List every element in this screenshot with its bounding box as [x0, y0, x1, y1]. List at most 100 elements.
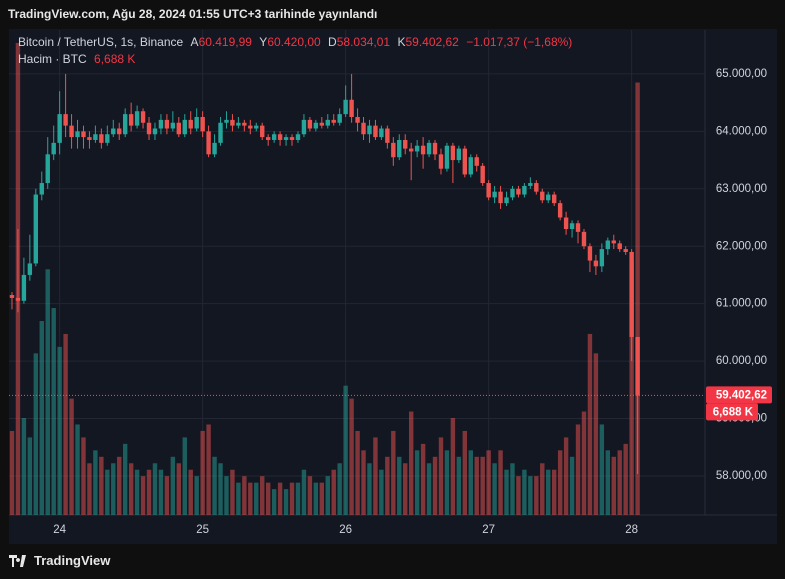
close-label: K — [397, 35, 406, 49]
candle-body — [414, 145, 420, 152]
candle-body — [379, 128, 384, 138]
volume-bar — [283, 489, 289, 515]
volume-bar — [397, 456, 402, 515]
volume-bar — [158, 469, 164, 515]
volume-bar — [319, 482, 325, 515]
volume-bar — [420, 443, 426, 515]
candle-body — [498, 191, 503, 204]
candle-body — [593, 260, 599, 267]
candle-body — [403, 139, 408, 149]
volume-bar — [57, 346, 62, 515]
candle-body — [111, 128, 116, 135]
candle-body — [164, 119, 170, 129]
candle-body — [355, 117, 360, 123]
y-tick-label: 58.000,00 — [716, 470, 767, 482]
candle-body — [105, 134, 110, 143]
volume-bar — [206, 424, 211, 515]
volume-bar — [516, 476, 521, 515]
candle-body — [212, 142, 217, 155]
volume-bar — [510, 463, 515, 515]
candle-body — [587, 246, 593, 261]
volume-bar — [337, 463, 342, 515]
volume-bar — [361, 450, 366, 515]
published-note: TradingView.com, Ağu 28, 2024 01:55 UTC+… — [8, 7, 378, 21]
volume-bar — [307, 476, 313, 515]
volume-bar — [569, 456, 575, 515]
volume-bar — [254, 482, 259, 515]
x-tick-label: 25 — [196, 524, 209, 536]
candle-body — [635, 336, 640, 396]
candle-body — [9, 295, 15, 298]
volume-bar — [635, 82, 640, 515]
volume-bar — [343, 385, 348, 515]
volume-bar — [105, 469, 110, 515]
candle-body — [522, 185, 527, 195]
volume-bar — [87, 463, 92, 515]
volume-bar — [236, 482, 241, 515]
volume-bar — [93, 450, 98, 515]
volume-bar — [182, 437, 187, 515]
volume-bar — [200, 430, 205, 515]
candle-body — [385, 128, 390, 143]
candle-body — [557, 203, 563, 218]
candle-body — [260, 125, 265, 138]
volume-bar — [265, 482, 271, 515]
candle-body — [230, 119, 235, 126]
volume-bar — [45, 269, 50, 515]
volume-bar — [194, 476, 199, 515]
last-price-box — [706, 386, 772, 404]
candle-body — [57, 114, 62, 143]
volume-bar — [295, 482, 301, 515]
change-value: −1.017,37 (−1,68%) — [466, 35, 573, 49]
candle-body — [283, 137, 289, 140]
volume-bar — [212, 456, 217, 515]
candle-body — [373, 125, 378, 138]
volume-bar — [111, 463, 116, 515]
candle-body — [218, 122, 223, 143]
volume-bar — [540, 463, 545, 515]
candle-body — [569, 223, 575, 229]
candle-body — [563, 217, 569, 229]
candle-body — [242, 122, 247, 126]
volume-bar — [230, 469, 235, 515]
volume-bar — [146, 469, 152, 515]
volume-bar — [575, 424, 581, 515]
volume-bar — [474, 456, 479, 515]
candle-body — [200, 117, 205, 132]
volume-bar — [528, 476, 533, 515]
volume-bar — [629, 262, 634, 515]
volume-bar — [218, 463, 223, 515]
candle-body — [21, 274, 27, 301]
volume-bar — [9, 430, 15, 515]
candle-body — [516, 188, 521, 195]
candle-body — [140, 111, 146, 123]
volume-bar — [617, 450, 622, 515]
volume-bar — [456, 456, 462, 515]
candle-body — [361, 122, 366, 135]
volume-bar — [557, 450, 563, 515]
volume-bar — [164, 476, 170, 515]
candle-body — [623, 249, 628, 252]
candle-body — [397, 139, 402, 158]
last-volume-label: 6,688 K — [713, 406, 754, 418]
candle-body — [617, 243, 622, 250]
volume-bar — [355, 430, 360, 515]
candle-body — [575, 223, 581, 232]
candle-body — [117, 128, 122, 135]
volume-bar — [611, 456, 616, 515]
volume-value: 6,688 K — [94, 52, 136, 66]
volume-bar — [277, 482, 283, 515]
volume-bar — [69, 398, 74, 515]
volume-bar — [587, 333, 593, 515]
candle-body — [248, 125, 253, 129]
candle-body — [277, 134, 283, 140]
volume-bar — [534, 476, 539, 515]
y-tick-label: 65.000,00 — [716, 68, 767, 80]
candle-body — [307, 119, 313, 129]
last-price-label: 59.402,62 — [716, 389, 767, 401]
candle-body — [551, 194, 557, 204]
candle-body — [289, 137, 295, 140]
volume-bar — [593, 353, 599, 515]
